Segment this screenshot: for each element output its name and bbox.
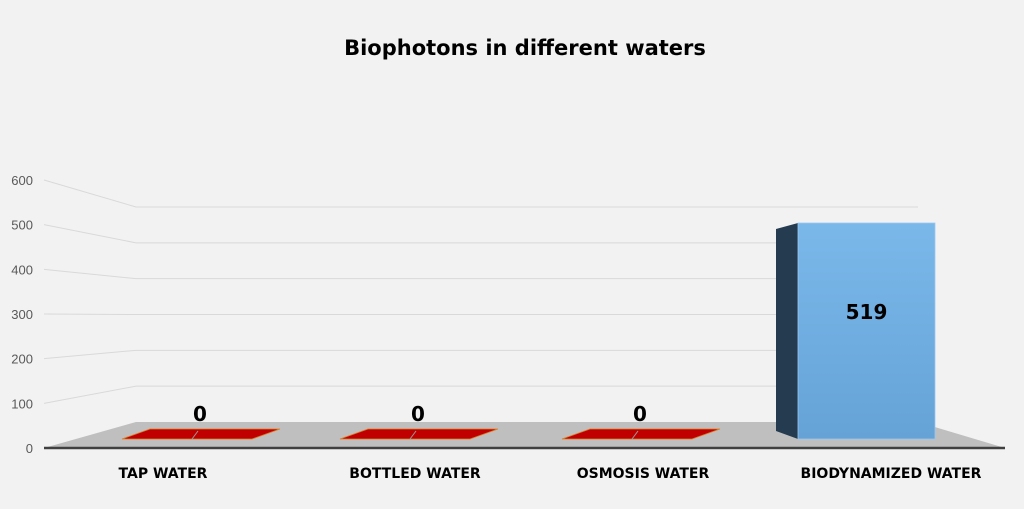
y-tick-label: 300 xyxy=(11,307,33,322)
data-label: 0 xyxy=(193,402,207,426)
bar-leader-line xyxy=(409,430,417,440)
bar-side xyxy=(776,223,798,439)
floor-plane xyxy=(44,422,1005,448)
gridline xyxy=(43,268,918,280)
gridline xyxy=(43,313,918,315)
bar xyxy=(339,428,499,440)
y-tick-label: 500 xyxy=(11,218,33,233)
data-label: 0 xyxy=(411,402,425,426)
y-tick-label: 400 xyxy=(11,262,33,277)
data-label: 519 xyxy=(846,300,888,324)
bar xyxy=(561,428,721,440)
bar-leader-line xyxy=(631,430,639,440)
y-tick-label: 0 xyxy=(26,441,33,456)
chart-title: Biophotons in different waters xyxy=(344,36,706,60)
y-tick-label: 600 xyxy=(11,173,33,188)
bar xyxy=(797,222,936,440)
x-category-label: TAP WATER xyxy=(119,466,208,482)
bar xyxy=(121,428,281,440)
gridline xyxy=(43,179,918,208)
gridline xyxy=(43,349,918,360)
x-axis: TAP WATER BOTTLED WATER OSMOSIS WATER BIODY… xyxy=(119,466,982,482)
chart-floor xyxy=(44,422,1005,450)
x-category-label: BOTTLED WATER xyxy=(349,466,481,482)
y-tick-label: 200 xyxy=(11,352,33,367)
x-category-label: OSMOSIS WATER xyxy=(577,466,710,482)
bars: 0 0 0 519 xyxy=(121,222,936,440)
bar-leader-line xyxy=(191,430,199,440)
gridlines xyxy=(43,179,918,404)
gridline xyxy=(43,385,918,404)
gridline xyxy=(43,224,918,244)
data-label: 0 xyxy=(633,402,647,426)
y-axis: 0 100 200 300 400 500 600 xyxy=(11,173,33,456)
y-tick-label: 100 xyxy=(11,396,33,411)
x-category-label: BIODYNAMIZED WATER xyxy=(801,466,982,482)
